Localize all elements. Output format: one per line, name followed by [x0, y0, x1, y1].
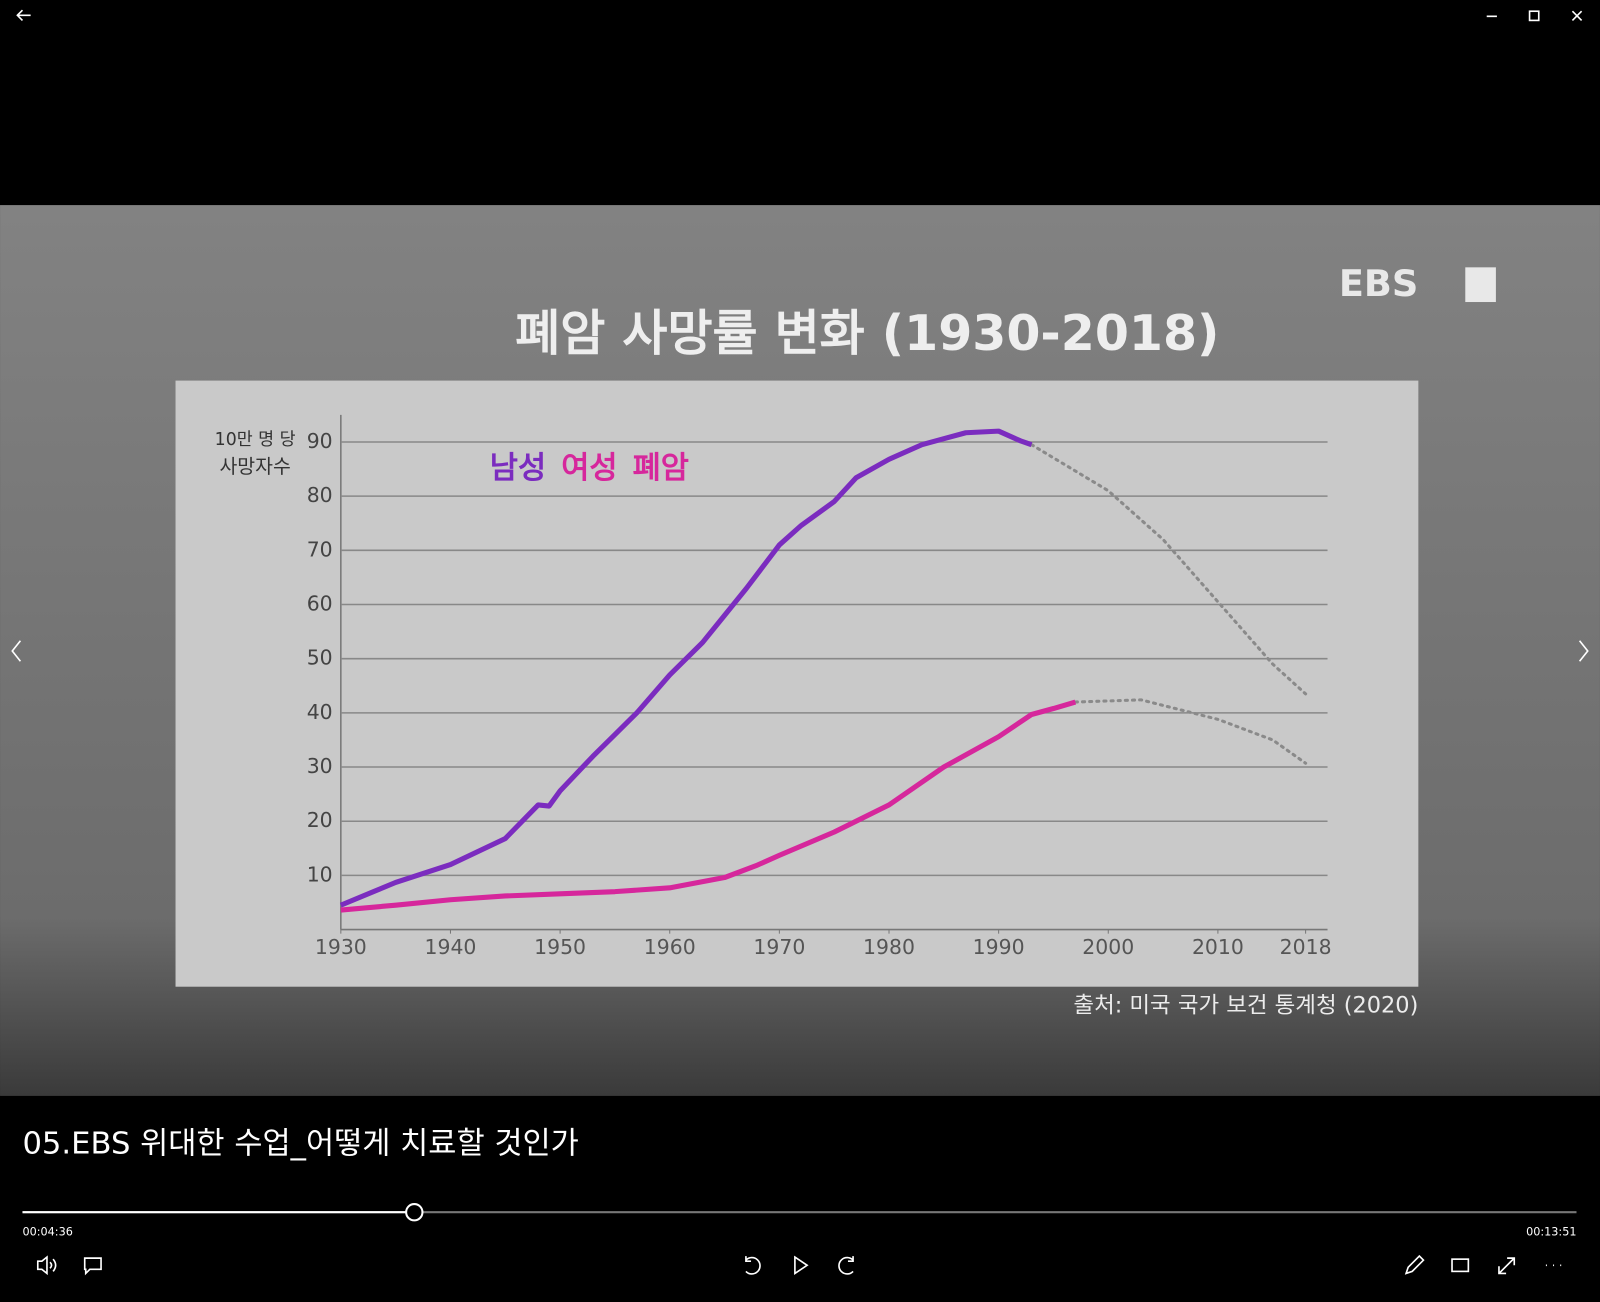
x-tick-label: 1930 [315, 935, 367, 959]
progress-thumb[interactable] [405, 1203, 424, 1222]
legend-male: 남성 [490, 451, 546, 486]
projection-line [1029, 443, 1308, 696]
x-tick-label: 1980 [863, 935, 915, 959]
y-tick-label: 90 [307, 429, 333, 453]
video-title: 05.EBS 위대한 수업_어떻게 치료할 것인가 [22, 1126, 578, 1161]
maximize-button[interactable] [1528, 10, 1540, 22]
logo-mark [1465, 267, 1496, 303]
y-tick-label: 20 [307, 808, 333, 832]
y-tick-label: 10 [307, 862, 333, 886]
elapsed-time: 00:04:36 [22, 1226, 72, 1239]
y-tick-label: 80 [307, 483, 333, 507]
y-tick-label: 40 [307, 700, 333, 724]
x-tick-label: 1960 [644, 935, 696, 959]
series-line [339, 428, 1033, 908]
x-tick-label: 1940 [425, 935, 477, 959]
next-button[interactable] [1578, 640, 1589, 662]
series-line [340, 699, 1077, 913]
y-tick-label: 50 [307, 646, 333, 670]
skip-back-button[interactable] [745, 1256, 761, 1275]
back-button[interactable] [16, 9, 31, 21]
x-tick-label: 2018 [1280, 935, 1332, 959]
draw-button[interactable] [1404, 1254, 1425, 1275]
volume-button[interactable] [36, 1255, 57, 1276]
legend-female: 여성 [561, 451, 617, 486]
skip-forward-button[interactable] [838, 1256, 854, 1275]
channel-logo: EBS [1339, 262, 1419, 305]
x-tick-label: 1950 [534, 935, 586, 959]
mini-view-button[interactable] [1451, 1258, 1470, 1273]
y-axis-label: 사망자수 [219, 455, 290, 478]
play-button[interactable] [794, 1255, 809, 1275]
y-tick-label: 30 [307, 754, 333, 778]
x-tick-label: 2000 [1082, 935, 1134, 959]
legend-annotation: 폐암 [633, 451, 689, 486]
y-axis-label: 10만 명 당 [215, 430, 296, 450]
previous-button[interactable] [11, 640, 22, 662]
close-button[interactable] [1571, 10, 1583, 21]
projection-line [1073, 698, 1308, 765]
fullscreen-button[interactable] [1498, 1257, 1516, 1275]
total-time: 00:13:51 [1526, 1226, 1576, 1239]
x-tick-label: 2010 [1192, 935, 1244, 959]
chart-source: 출처: 미국 국가 보건 통계청 (2020) [1073, 993, 1418, 1019]
chart-title: 폐암 사망률 변화 (1930-2018) [515, 305, 1219, 362]
x-tick-label: 1970 [753, 935, 805, 959]
y-tick-label: 60 [307, 592, 333, 616]
x-tick-label: 1990 [973, 935, 1025, 959]
subtitles-button[interactable] [83, 1257, 102, 1276]
y-tick-label: 70 [307, 537, 333, 561]
